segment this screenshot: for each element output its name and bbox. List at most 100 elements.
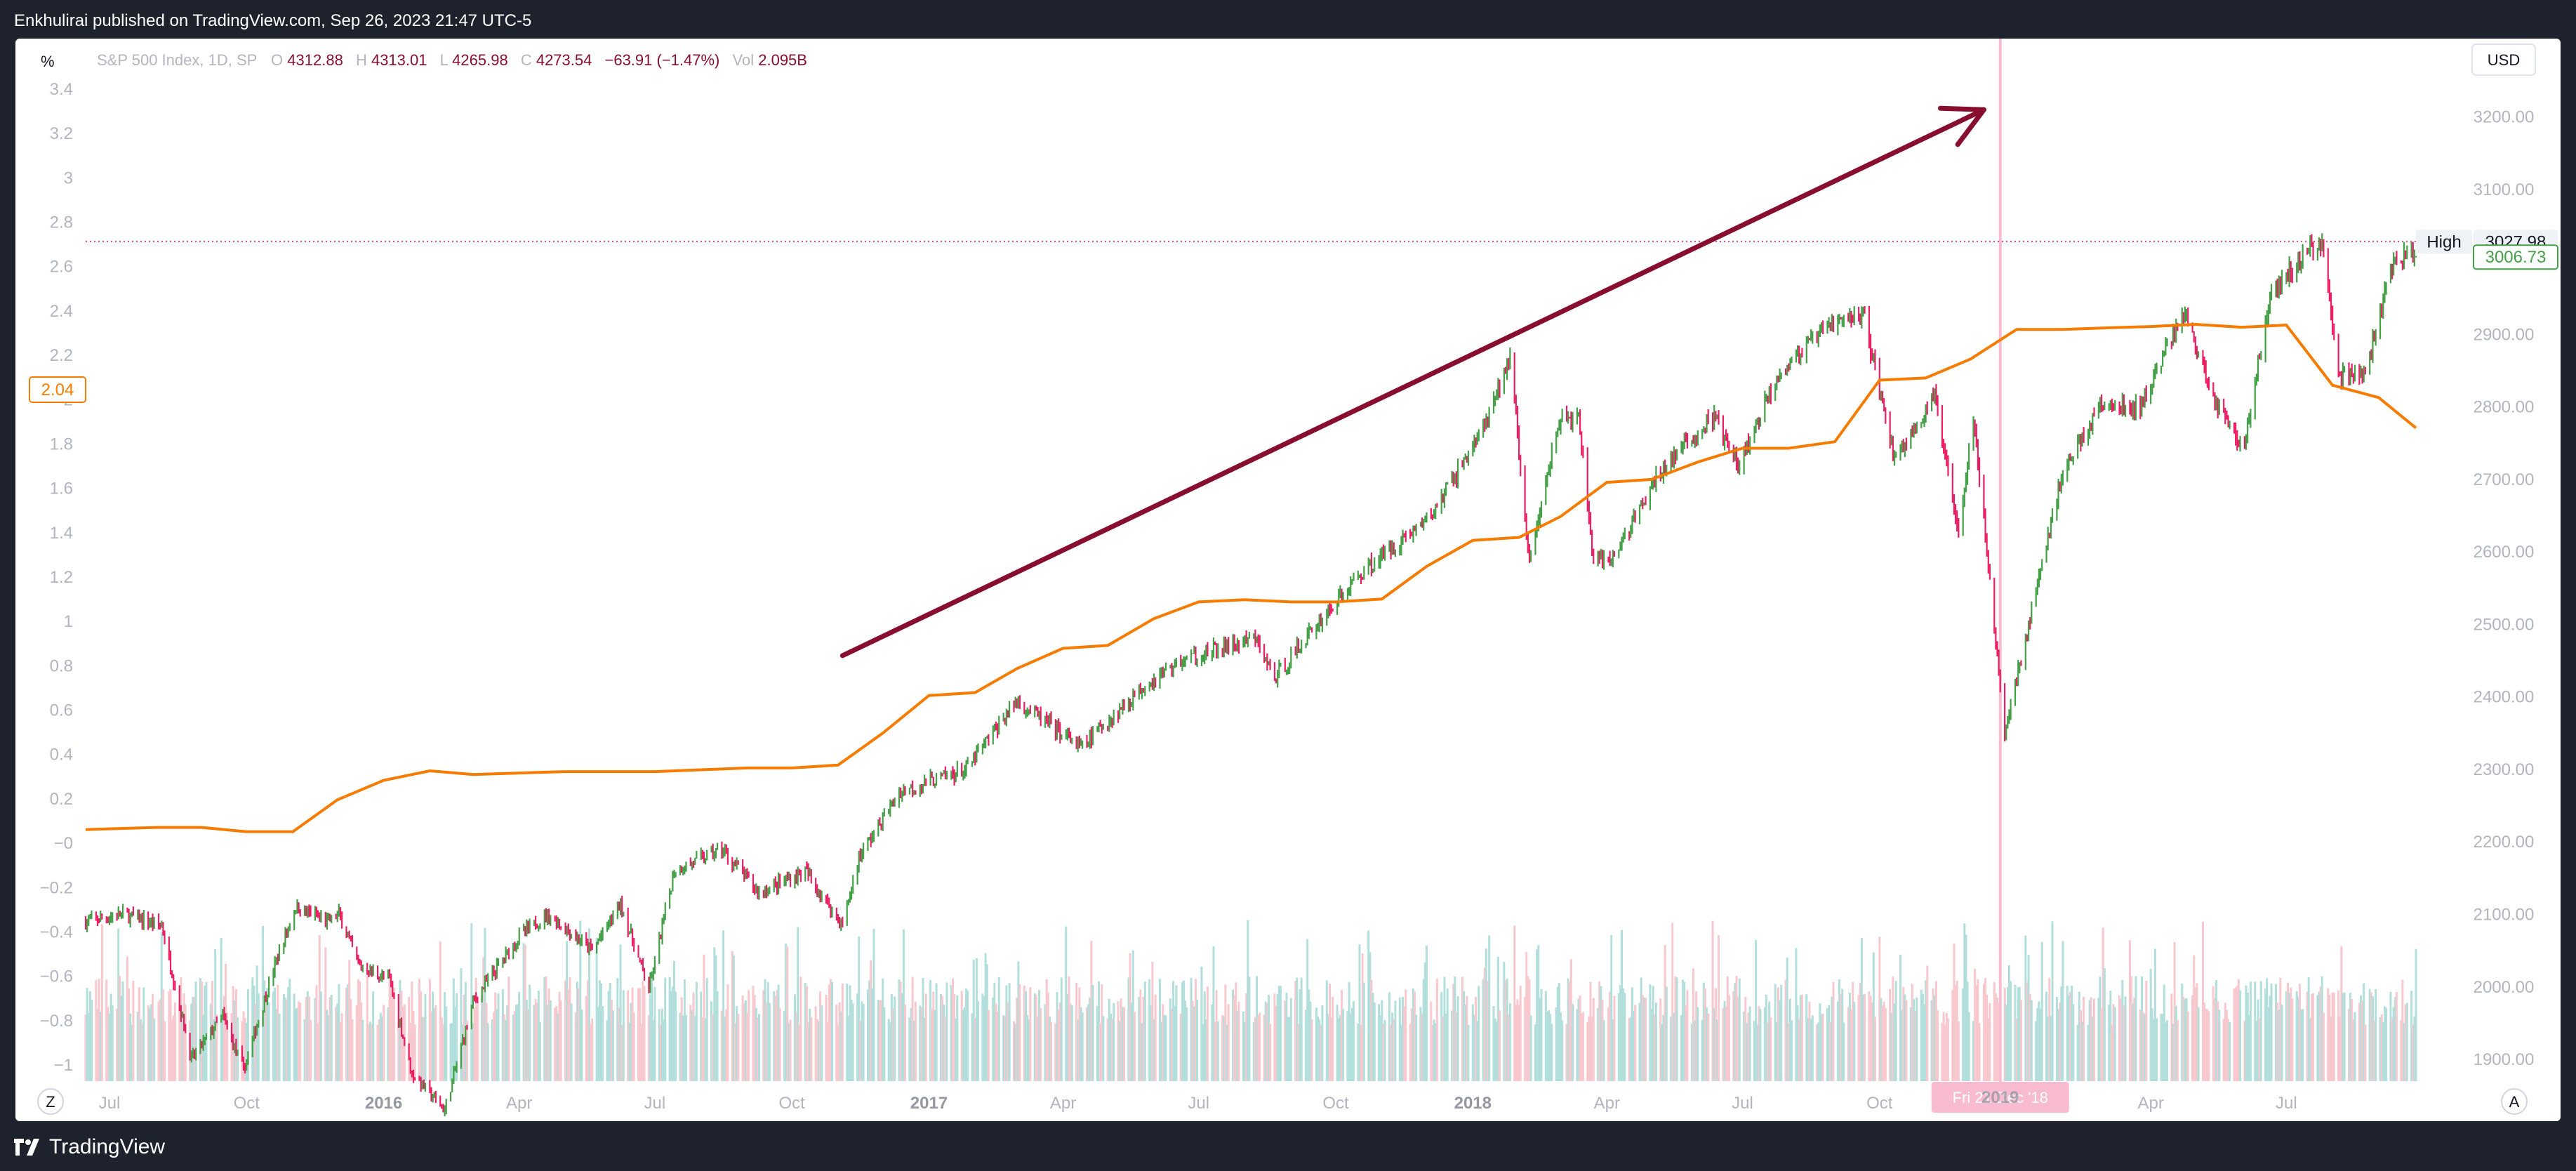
volume-bar	[164, 1021, 166, 1081]
auto-scale-button-frame[interactable]	[2501, 1088, 2528, 1115]
volume-bar	[715, 955, 717, 1081]
currency-button[interactable]: USD	[2471, 44, 2536, 76]
volume-bar	[440, 1017, 443, 1081]
volume-bar	[2227, 1019, 2230, 1081]
volume-bar	[245, 1022, 248, 1081]
volume-bar	[1068, 976, 1070, 1081]
tradingview-logo[interactable]: TradingView	[14, 1134, 165, 1160]
volume-bar	[2254, 981, 2257, 1081]
volume-bar	[993, 982, 996, 1081]
volume-bar	[204, 985, 206, 1081]
volume-bar	[826, 1021, 829, 1081]
volume-bar	[1373, 1003, 1376, 1081]
volume-bar	[2361, 1000, 2364, 1081]
price-axis-tick: 2300.00	[2474, 760, 2535, 779]
volume-bar	[441, 1024, 444, 1081]
volume-bar	[995, 1003, 997, 1081]
volume-bar	[653, 987, 656, 1081]
volume-bar	[776, 990, 778, 1081]
volume-bar	[1916, 997, 1918, 1081]
legend-o-label: O	[271, 51, 283, 69]
trend-arrow-head[interactable]	[1937, 105, 1986, 147]
volume-bar	[1332, 996, 1334, 1081]
volume-bar	[807, 1022, 810, 1081]
volume-bar	[1798, 1019, 1800, 1081]
volume-bar	[985, 964, 988, 1081]
volume-bar	[974, 1017, 976, 1081]
trend-arrow-shaft[interactable]	[839, 107, 1986, 659]
volume-bar	[2019, 1000, 2022, 1081]
volume-bar	[1081, 1012, 1084, 1081]
volume-bar	[1496, 956, 1499, 1081]
volume-bar	[383, 1005, 385, 1081]
volume-bar	[2048, 977, 2051, 1081]
volume-bar	[529, 984, 531, 1081]
volume-bar	[704, 1018, 707, 1081]
zoom-button-frame[interactable]	[37, 1088, 64, 1115]
volume-bar	[1686, 990, 1689, 1081]
volume-bar	[682, 1015, 684, 1081]
volume-bar	[397, 1024, 400, 1081]
zoom-button-label[interactable]: Z	[46, 1093, 55, 1111]
volume-bar	[2006, 987, 2009, 1081]
chart-svg[interactable]: −1 −0.8 −0.6 −0.4 −0.2 −0 0.2 0.4 0.6 0.8 1 1.2 1.4 1…	[15, 39, 2561, 1121]
volume-bar	[627, 990, 630, 1081]
chart-panel[interactable]: −1 −0.8 −0.6 −0.4 −0.2 −0 0.2 0.4 0.6 0.8 1 1.2 1.4 1…	[15, 39, 2561, 1121]
currency-button-label[interactable]: USD	[2488, 51, 2520, 69]
volume-bar	[2274, 984, 2277, 1081]
volume-bar	[317, 1024, 319, 1081]
volume-bar	[1738, 979, 1741, 1081]
volume-bar	[1170, 1009, 1173, 1081]
volume-bar	[234, 989, 237, 1081]
volume-bar	[1223, 1016, 1226, 1081]
volume-bar	[172, 1015, 175, 1081]
volume-bar	[1704, 988, 1706, 1081]
volume-bar	[1267, 995, 1270, 1081]
volume-bar	[266, 988, 269, 1081]
volume-bar	[2005, 1005, 2007, 1081]
volume-bar	[640, 1024, 643, 1081]
volume-bar	[1164, 1015, 1167, 1081]
volume-bar	[378, 1019, 380, 1081]
volume-bar	[255, 965, 258, 1081]
volume-bar	[943, 1005, 945, 1081]
auto-scale-button[interactable]: A	[2501, 1088, 2528, 1115]
percent-toggle[interactable]: %	[41, 53, 55, 70]
volume-bar	[2330, 1017, 2332, 1081]
volume-bar	[1007, 1002, 1009, 1081]
volume-bar	[1090, 940, 1093, 1081]
volume-bar	[898, 979, 901, 1081]
volume-bar	[1405, 989, 1407, 1081]
volume-bar	[755, 1007, 757, 1081]
volume-bar	[1002, 1015, 1005, 1081]
percent-toggle-label[interactable]: %	[41, 53, 55, 70]
volume-bar	[1859, 982, 1861, 1081]
volume-bar	[741, 995, 744, 1081]
volume-bar	[424, 993, 427, 1081]
volume-bar	[799, 977, 802, 1081]
left-percent-axis[interactable]: −1 −0.8 −0.6 −0.4 −0.2 −0 0.2 0.4 0.6 0.8 1 1.2 1.4 1…	[40, 80, 73, 1075]
volume-bar	[2207, 1011, 2210, 1081]
volume-bar	[1297, 1024, 1300, 1081]
volume-bar	[2128, 940, 2131, 1081]
volume-bar	[1795, 948, 1798, 1081]
volume-bar	[736, 1006, 738, 1081]
volume-bar	[2279, 977, 2282, 1081]
volume-bar	[2248, 1014, 2250, 1081]
volume-bar	[1572, 1004, 1574, 1081]
volume-bar	[428, 979, 431, 1081]
volume-bar	[597, 1007, 599, 1081]
trend-arrow[interactable]	[839, 105, 1986, 659]
auto-scale-button-label[interactable]: A	[2509, 1093, 2520, 1111]
volume-bar	[2030, 1000, 2033, 1081]
volume-bar	[1361, 953, 1364, 1081]
volume-bar	[1951, 990, 1954, 1081]
volume-bar	[1682, 979, 1685, 1081]
volume-bar	[1799, 995, 1802, 1081]
zoom-button[interactable]: Z	[37, 1088, 64, 1115]
volume-bar	[484, 927, 486, 1081]
volume-bar	[950, 985, 952, 1081]
volume-bar	[1381, 1000, 1383, 1081]
currency-button-frame[interactable]	[2471, 44, 2536, 76]
volume-bar	[1325, 980, 1328, 1081]
